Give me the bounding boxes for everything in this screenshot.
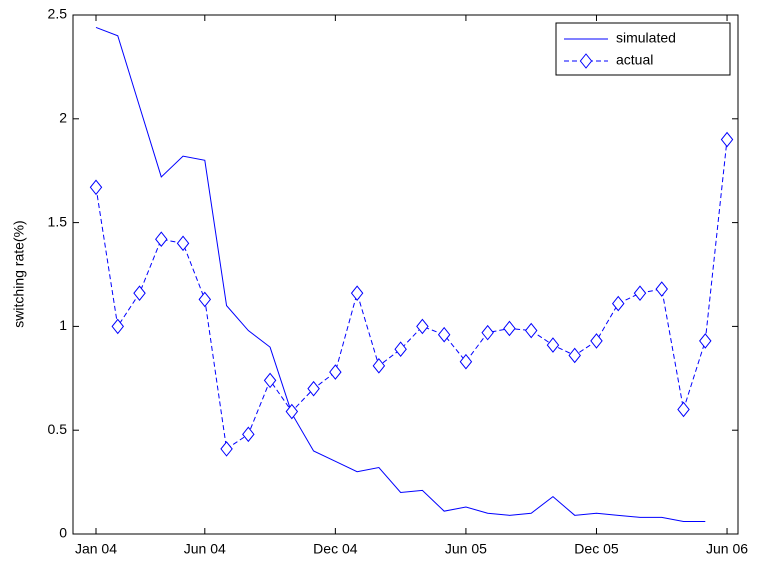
series-line (95, 26, 706, 523)
legend-marker (579, 53, 593, 69)
data-point (655, 281, 669, 297)
data-point (220, 441, 233, 457)
y-tick-label: 0 (59, 525, 67, 541)
data-point (699, 333, 712, 349)
data-point (416, 318, 429, 335)
x-tick-label: Dec 04 (313, 541, 358, 557)
data-point (111, 318, 125, 335)
data-point (720, 131, 734, 148)
data-point (242, 426, 255, 443)
data-point (372, 358, 386, 374)
x-tick-label: Jan 04 (75, 541, 117, 557)
y-tick-label: 2 (59, 110, 67, 126)
y-tick-label: 0.5 (48, 421, 68, 437)
legend-label: simulated (616, 30, 676, 46)
data-point (633, 285, 647, 301)
y-tick-label: 1 (59, 317, 67, 333)
data-point (611, 295, 625, 312)
data-point (677, 401, 690, 418)
x-tick-label: Jun 05 (445, 541, 487, 557)
data-point (568, 347, 581, 364)
data-point (481, 324, 494, 341)
data-point (394, 341, 407, 358)
data-point (437, 326, 451, 343)
data-point (89, 179, 103, 196)
data-point (176, 235, 190, 252)
x-tick-label: Jun 04 (184, 541, 226, 557)
x-tick-label: Dec 05 (574, 541, 619, 557)
x-tick-label: Jun 06 (706, 541, 748, 557)
data-point (459, 353, 473, 370)
data-point (285, 403, 299, 420)
data-point (350, 285, 364, 301)
data-point (546, 337, 560, 353)
data-point (329, 364, 342, 380)
y-tick-label: 1.5 (48, 213, 68, 229)
data-point (503, 320, 516, 337)
data-point (590, 333, 603, 349)
legend-label: actual (616, 52, 653, 68)
y-axis-label: switching rate(%) (11, 220, 27, 327)
y-tick-label: 2.5 (48, 6, 68, 22)
plot-frame (72, 14, 739, 535)
data-point (155, 231, 168, 248)
data-point (307, 380, 320, 397)
data-point (133, 285, 146, 301)
data-point (524, 322, 538, 339)
data-point (198, 291, 212, 308)
data-point (263, 372, 277, 389)
